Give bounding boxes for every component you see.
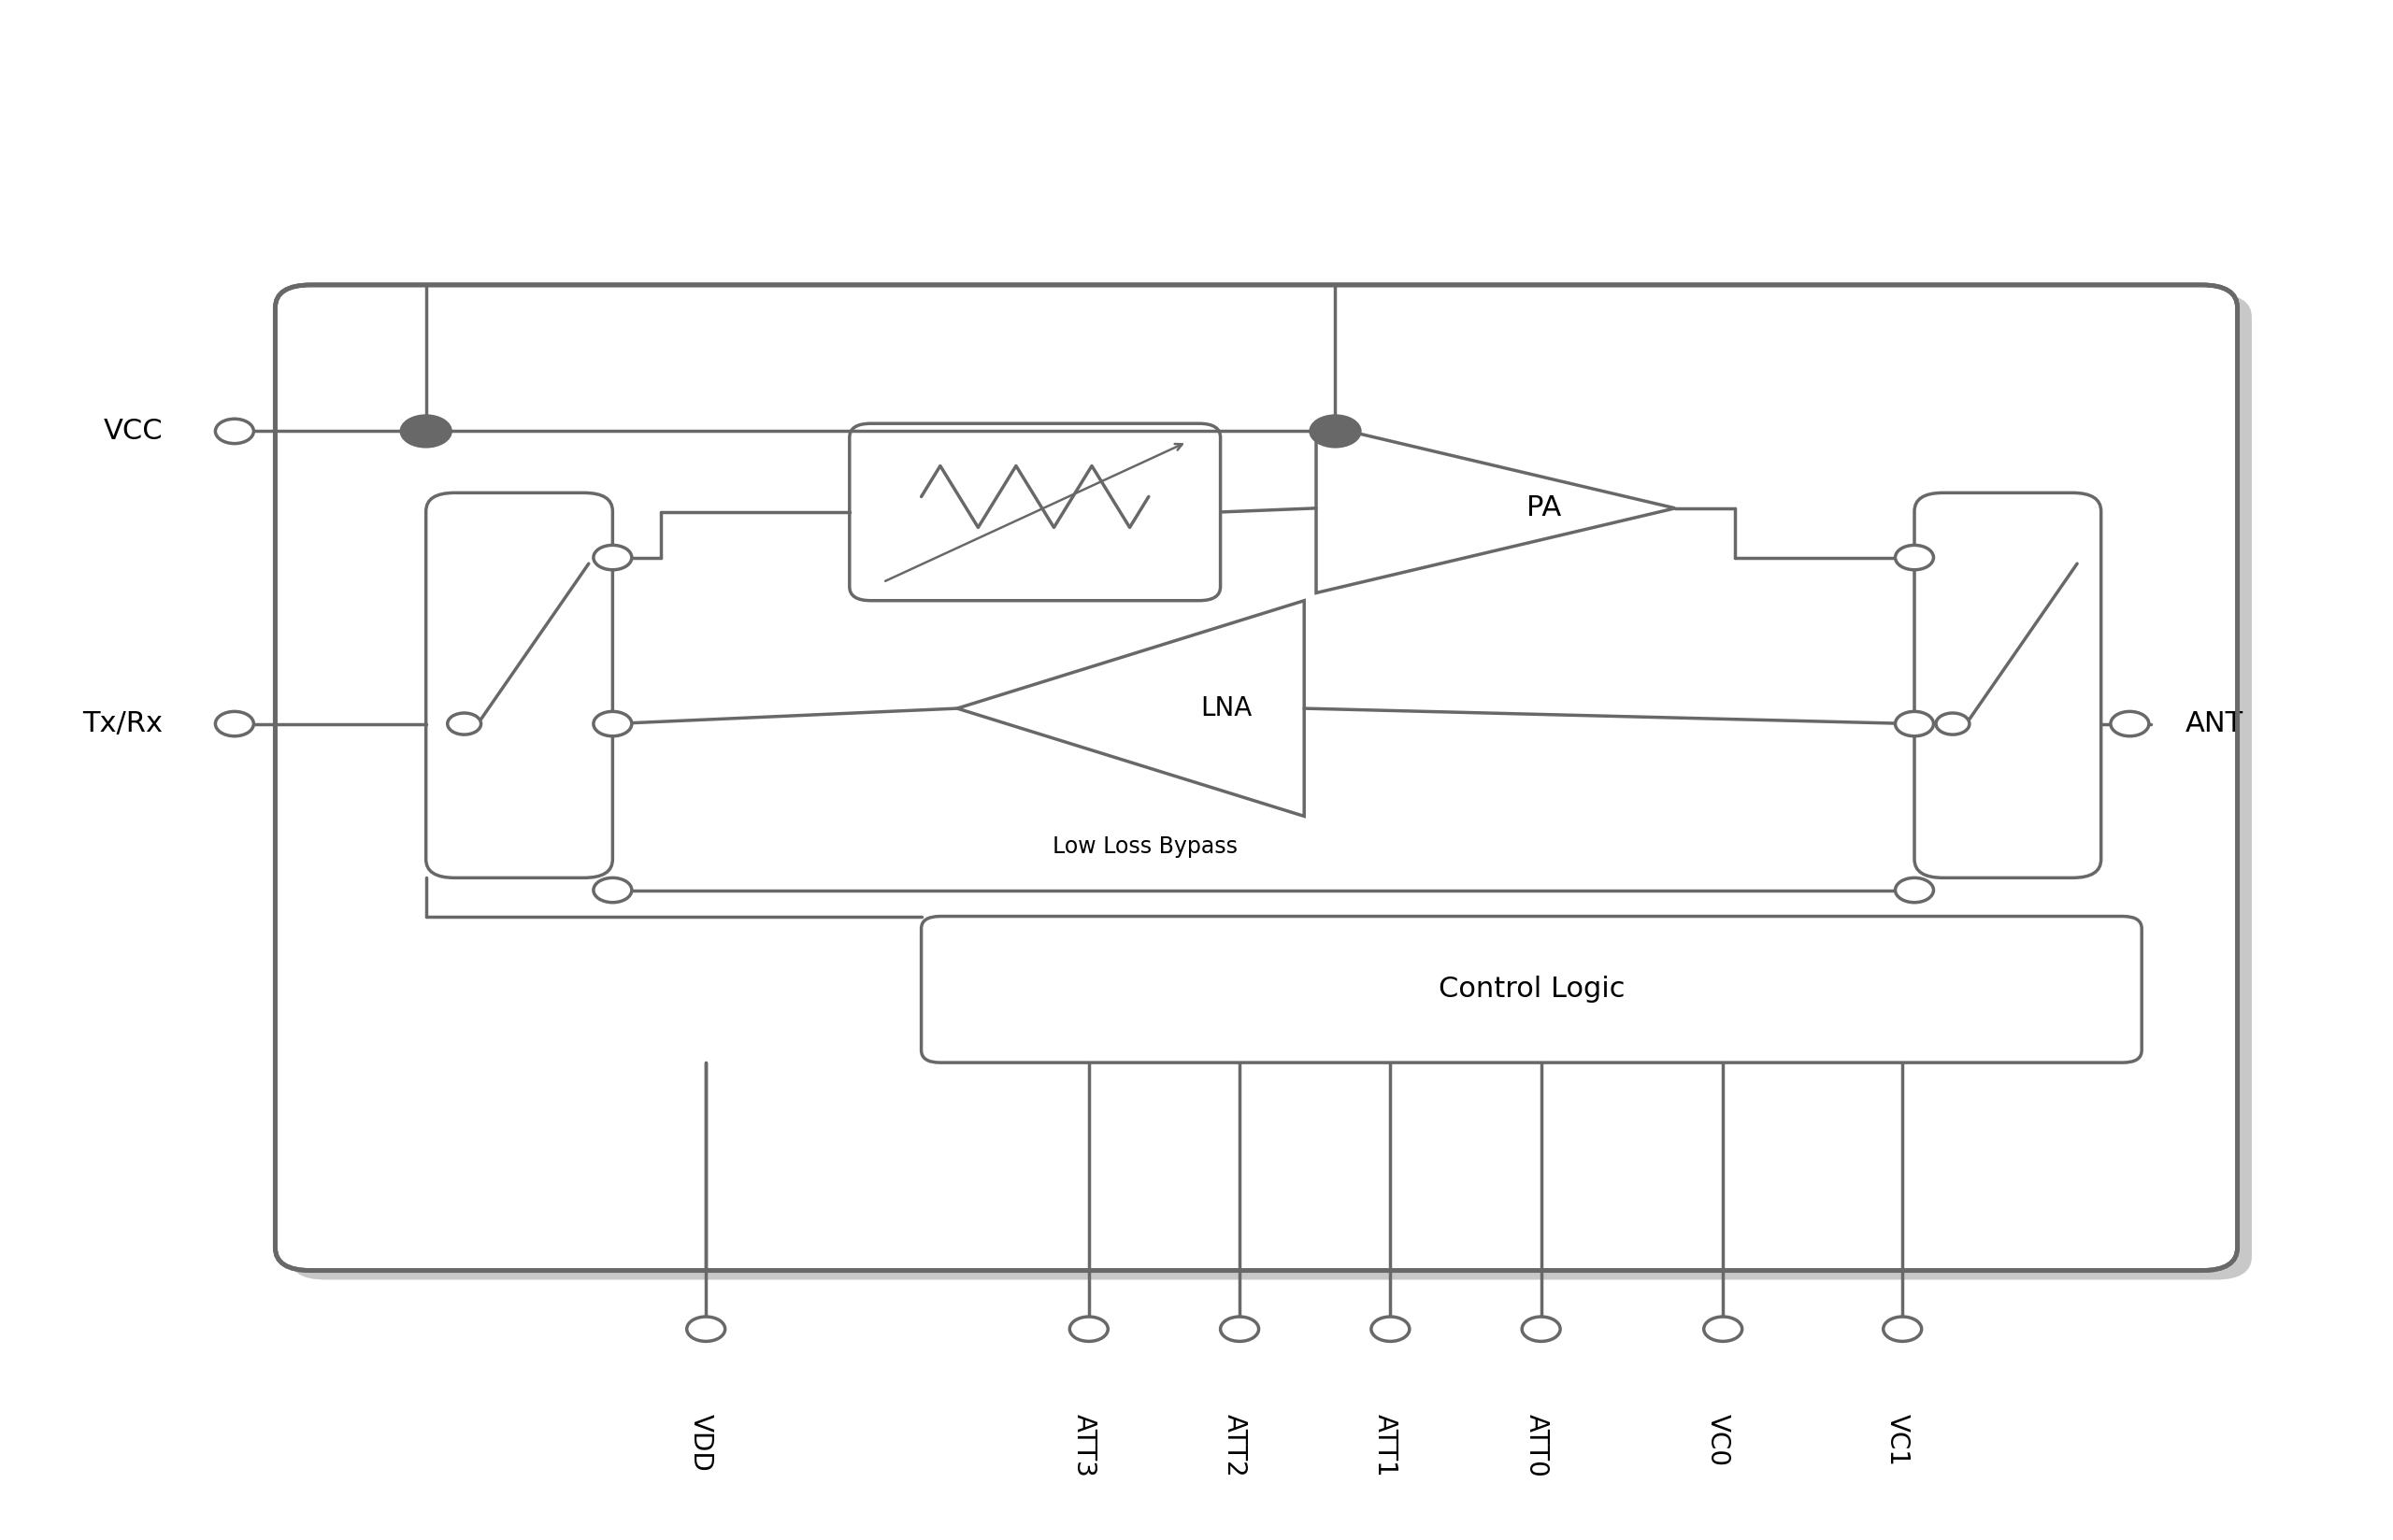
- Text: ATT0: ATT0: [1524, 1414, 1548, 1477]
- Circle shape: [1883, 1317, 1922, 1341]
- Circle shape: [400, 414, 452, 448]
- Text: PA: PA: [1527, 494, 1560, 522]
- Text: Tx/Rx: Tx/Rx: [81, 710, 163, 738]
- Text: LNA: LNA: [1201, 696, 1252, 721]
- Circle shape: [215, 419, 254, 444]
- Circle shape: [1522, 1317, 1560, 1341]
- FancyBboxPatch shape: [850, 424, 1220, 601]
- Circle shape: [1895, 545, 1934, 570]
- Text: Control Logic: Control Logic: [1438, 976, 1625, 1003]
- FancyBboxPatch shape: [290, 294, 2252, 1280]
- Circle shape: [1936, 713, 1969, 735]
- Text: VCC: VCC: [103, 417, 163, 445]
- Text: VC1: VC1: [1886, 1414, 1910, 1466]
- Text: ATT3: ATT3: [1072, 1414, 1096, 1477]
- FancyBboxPatch shape: [426, 493, 613, 878]
- Circle shape: [593, 878, 632, 902]
- Circle shape: [1895, 878, 1934, 902]
- Circle shape: [1070, 1317, 1108, 1341]
- Circle shape: [687, 1317, 725, 1341]
- FancyBboxPatch shape: [275, 285, 2237, 1270]
- Text: Low Loss Bypass: Low Loss Bypass: [1053, 836, 1237, 858]
- Circle shape: [215, 711, 254, 736]
- Circle shape: [1371, 1317, 1409, 1341]
- Circle shape: [1704, 1317, 1742, 1341]
- FancyBboxPatch shape: [921, 916, 2142, 1063]
- Polygon shape: [1316, 424, 1675, 593]
- Circle shape: [447, 713, 481, 735]
- Circle shape: [2111, 711, 2149, 736]
- Circle shape: [593, 545, 632, 570]
- FancyBboxPatch shape: [1914, 493, 2101, 878]
- Circle shape: [593, 711, 632, 736]
- Circle shape: [1220, 1317, 1259, 1341]
- Text: ANT: ANT: [2185, 710, 2242, 738]
- Circle shape: [1309, 414, 1362, 448]
- Circle shape: [1895, 711, 1934, 736]
- Text: ATT2: ATT2: [1223, 1414, 1247, 1477]
- Polygon shape: [957, 601, 1304, 816]
- Text: ATT1: ATT1: [1374, 1414, 1398, 1477]
- Text: VC0: VC0: [1706, 1414, 1730, 1466]
- Text: VDD: VDD: [689, 1414, 713, 1471]
